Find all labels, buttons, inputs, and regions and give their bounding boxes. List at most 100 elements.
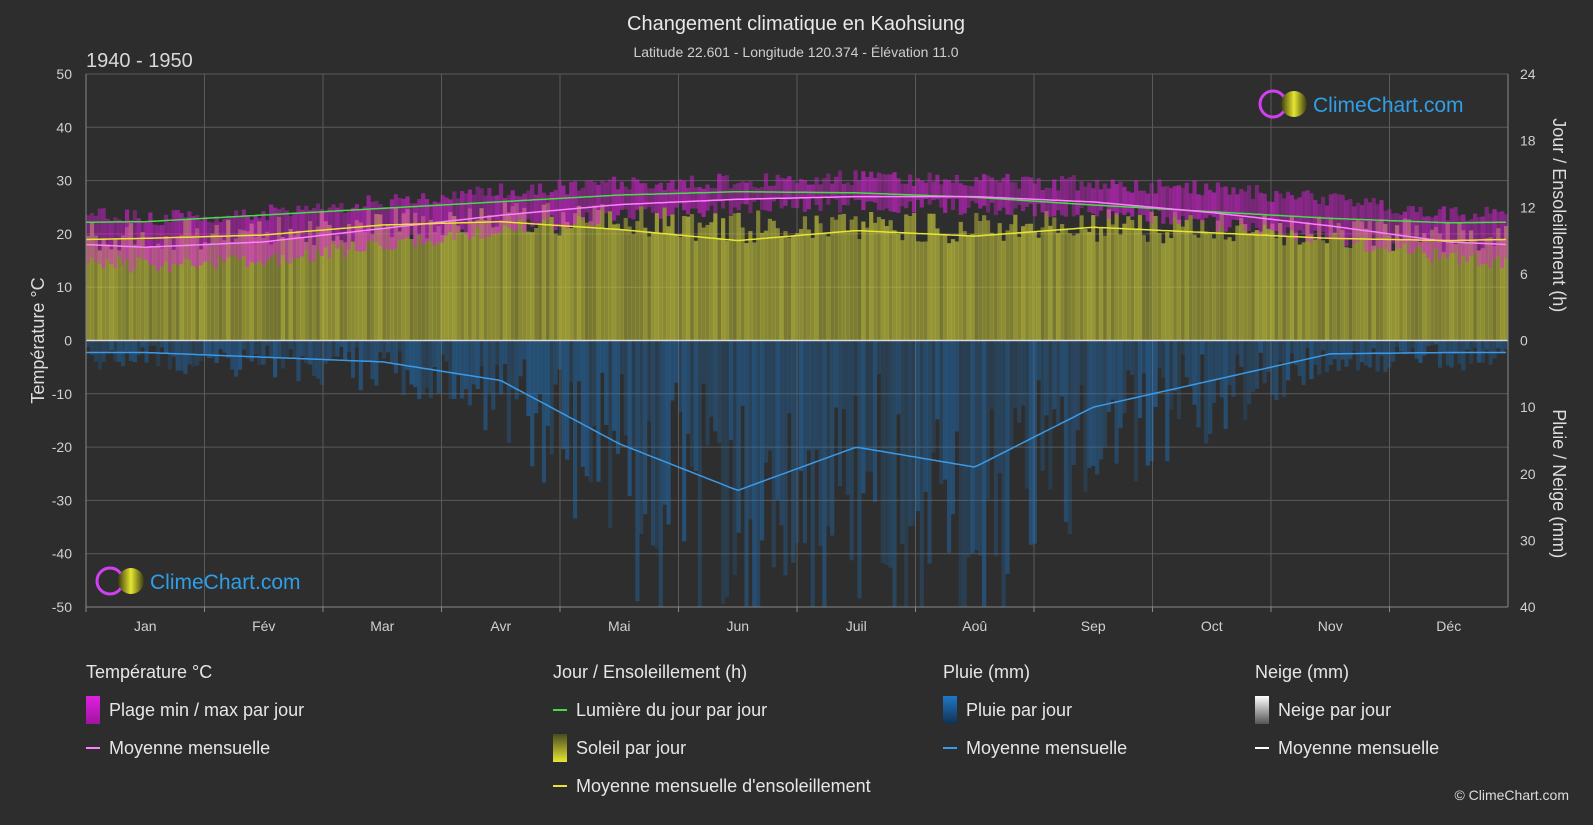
- temp-range-day-bar: [1036, 178, 1041, 204]
- rain-day-bar: [1137, 340, 1143, 419]
- rain-day-bar: [304, 340, 309, 363]
- daylight-line: [86, 190, 1506, 224]
- rain-day-bar: [1013, 340, 1018, 408]
- rain-day-bar: [647, 340, 652, 422]
- sunshine-day-bar: [234, 238, 239, 341]
- temp-range-day-bar: [109, 220, 114, 265]
- sunshine-day-bar: [1496, 228, 1501, 341]
- sunshine-day-bar: [771, 220, 776, 341]
- temp-range-day-bar: [284, 210, 289, 262]
- rain-day-bar: [915, 340, 921, 512]
- sunshine-day-bar: [1356, 220, 1361, 341]
- rain-day-bar: [347, 340, 352, 352]
- sunshine-day-bar: [366, 209, 371, 341]
- period-label: 1940 - 1950: [86, 50, 193, 72]
- rain-day-bar: [627, 340, 632, 497]
- temp-range-day-bar: [424, 199, 430, 242]
- rain-day-bar: [830, 340, 835, 536]
- sunshine-day-bar: [140, 232, 145, 341]
- temp-range-day-bar: [588, 180, 593, 226]
- sunshine-day-bar: [257, 221, 262, 341]
- temp-range-day-bar: [121, 220, 126, 266]
- sunshine-day-bar: [276, 216, 282, 341]
- rain-day-bar: [1219, 340, 1224, 398]
- sunshine-day-bar: [522, 207, 527, 341]
- rain-day-bar: [249, 340, 254, 362]
- rain-day-bar: [845, 340, 850, 496]
- rain-day-bar: [506, 340, 511, 443]
- temp-range-day-bar: [1352, 206, 1357, 245]
- temp-range-day-bar: [1169, 187, 1174, 225]
- legend-title-temperature: Température °C: [86, 662, 213, 682]
- month-label: Avr: [490, 618, 511, 634]
- temp-range-day-bar: [732, 184, 737, 208]
- rain-day-bar: [1091, 340, 1096, 466]
- sunshine-day-bar: [1145, 241, 1150, 341]
- sunshine-day-bar: [837, 214, 843, 341]
- rain-day-bar: [791, 340, 796, 563]
- sunshine-day-bar: [1009, 224, 1014, 341]
- sunshine-day-bar: [495, 226, 500, 341]
- rain-day-bar: [1021, 340, 1026, 406]
- temp-range-day-bar: [202, 216, 208, 262]
- rain-day-bar: [1414, 340, 1419, 359]
- rain-day-bar: [296, 340, 301, 382]
- sunshine-day-bar: [1071, 235, 1076, 341]
- rain-day-bar: [869, 340, 874, 472]
- temp-range-day-bar: [347, 211, 352, 250]
- sunshine-day-bar: [678, 236, 683, 341]
- temp-range-day-bar: [300, 209, 305, 257]
- temp-range-day-bar: [806, 184, 811, 210]
- rain-day-bar: [736, 340, 741, 533]
- rain-day-bar: [572, 340, 578, 519]
- temp-range-day-bar: [1472, 213, 1478, 254]
- rain-day-bar: [397, 340, 402, 352]
- rain-day-bar: [666, 340, 671, 525]
- rain-day-bar: [187, 340, 192, 365]
- rain-day-bar: [257, 340, 262, 366]
- rain-day-bar: [763, 340, 769, 463]
- rain-day-bar: [1293, 340, 1298, 365]
- rain-day-bar: [1126, 340, 1131, 371]
- rain-day-bar: [440, 340, 445, 355]
- sunshine-day-bar: [1469, 230, 1474, 341]
- sunshine-day-bar: [1367, 221, 1372, 341]
- rain-day-bar: [1289, 340, 1295, 354]
- temp-range-day-bar: [1356, 202, 1361, 242]
- sunshine-day-bar: [136, 239, 141, 341]
- axes: 50 40 30 20 10 0 -10 -20 -30 -40 -50 24 18 12 6 0 10 20 30…: [52, 66, 1536, 634]
- sunshine-day-bar: [514, 203, 519, 341]
- sunshine-day-bar: [385, 224, 391, 341]
- sunshine-day-bar: [705, 224, 710, 341]
- rain-day-bar: [658, 340, 663, 607]
- y-right-top-tick-label: 18: [1520, 133, 1536, 149]
- sunshine-day-bar: [1387, 235, 1392, 341]
- rain-day-bar: [717, 340, 722, 444]
- logo-sun-icon: [118, 568, 144, 594]
- sunshine-day-bar: [389, 236, 395, 341]
- sunshine-day-bar: [1383, 223, 1388, 341]
- legend-rain: Pluie (mm) Pluie par jour Moyenne mensue…: [943, 660, 1127, 774]
- sunshine-day-bar: [756, 210, 761, 341]
- sunshine-day-bar: [1024, 223, 1030, 341]
- snow-swatch: [1255, 696, 1269, 724]
- legend-label: Moyenne mensuelle: [109, 737, 271, 758]
- sunshine-day-bar: [491, 227, 496, 341]
- sunshine-day-bar: [1488, 237, 1493, 341]
- temp-range-day-bar: [537, 183, 543, 225]
- rain-day-bar: [1044, 340, 1049, 416]
- temp-range-day-bar: [1371, 197, 1376, 251]
- temp-range-day-bar: [908, 174, 913, 202]
- temp-range-day-bar: [1239, 188, 1244, 225]
- rain-day-bar: [230, 340, 235, 370]
- temp-range-day-bar: [292, 212, 297, 258]
- sunshine-day-bar: [428, 219, 434, 341]
- rain-day-bar: [822, 340, 827, 607]
- temp-range-day-bar: [526, 190, 531, 220]
- sunshine-day-bar: [1313, 239, 1318, 341]
- rain-day-bar: [662, 340, 667, 505]
- rain-day-bar: [1048, 340, 1053, 490]
- rain-day-bar: [1200, 340, 1205, 355]
- sunshine-day-bar: [569, 228, 574, 341]
- month-label: Oct: [1201, 618, 1223, 634]
